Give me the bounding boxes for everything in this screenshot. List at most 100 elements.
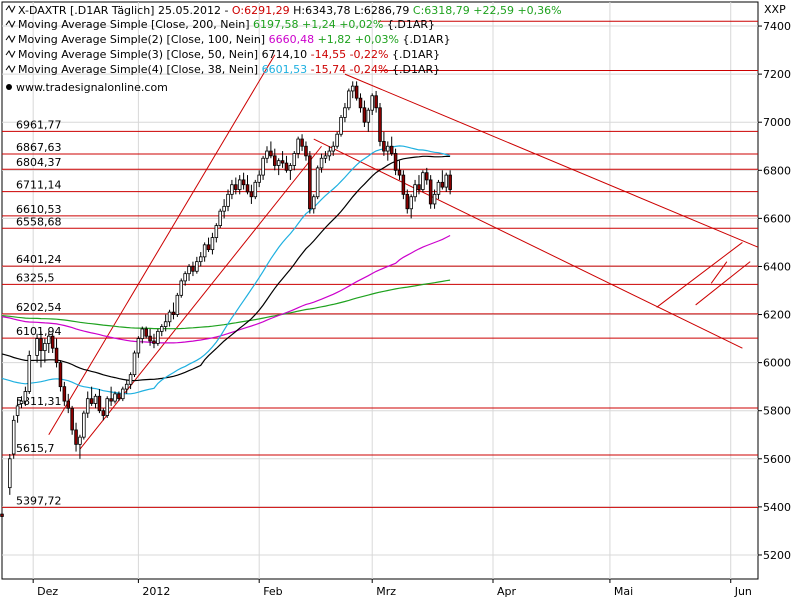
candle-body-102 (405, 193, 410, 210)
ma-line-50 (1, 155, 451, 382)
candle-17 (74, 422, 78, 452)
candle-body-84 (335, 133, 339, 147)
indicator-change-3: -15,74 -0,24% (307, 63, 388, 76)
candle-body-88 (350, 85, 355, 92)
candle-body-112 (444, 174, 449, 188)
candle-6 (27, 350, 32, 394)
candle-80 (319, 153, 324, 173)
candle-68 (273, 148, 277, 171)
candle-83 (331, 141, 336, 156)
candle-99 (393, 148, 398, 176)
candle-body-10 (46, 335, 51, 344)
candle-body-58 (234, 184, 238, 190)
level-label-3: 6711,14 (16, 179, 62, 192)
level-label-2: 6804,37 (16, 156, 62, 169)
moving-averages (1, 145, 451, 395)
indicator-change-1: +1,82 +0,03% (314, 33, 399, 46)
candle-body-23 (97, 395, 102, 412)
candle-body-34 (140, 328, 145, 339)
candle-113 (448, 170, 452, 195)
level-label-8: 6202,54 (16, 301, 62, 314)
y-axis-label: XXP (764, 3, 786, 16)
ma-line-200 (1, 279, 451, 330)
candle-81 (323, 151, 328, 164)
candle-body-9 (43, 342, 47, 352)
candle-body-36 (148, 335, 152, 342)
candle-67 (269, 141, 273, 159)
candle-body-53 (214, 225, 219, 239)
indicator-label-1: Moving Average Simple(2) [Close, 100, Ne… (18, 33, 269, 46)
candle-body-42 (171, 311, 176, 315)
level-label-6: 6401,24 (16, 253, 62, 266)
candle-body-110 (436, 181, 441, 195)
header-high: H:6343,78 (293, 4, 350, 17)
candle-body-44 (179, 280, 184, 296)
indicator-value-2: 6714,10 (262, 48, 308, 61)
candle-9 (43, 338, 47, 363)
candle-102 (405, 189, 410, 214)
candle-body-97 (386, 145, 390, 152)
candle-108 (428, 175, 433, 209)
candle-84 (335, 131, 339, 149)
indicator-change-0: +1,24 +0,02% (299, 18, 384, 31)
axes: XXP 7400 7200 7000 6800 6600 6400 6200 6000 5800 5… (32, 3, 791, 598)
candle-109 (432, 189, 437, 209)
candle-body-94 (374, 95, 378, 109)
candle-65 (261, 155, 265, 180)
candle-15 (66, 393, 71, 414)
candle-body-17 (74, 429, 78, 445)
candle-14 (62, 381, 67, 406)
candle-body-29 (121, 388, 125, 400)
candle-16 (70, 405, 74, 435)
candle-body-33 (136, 338, 141, 354)
candle-body-27 (113, 393, 117, 402)
x-tick-label-5: Mai (614, 585, 633, 598)
candle-22 (93, 393, 98, 409)
candle-body-39 (160, 326, 164, 332)
candle-36 (148, 328, 152, 346)
candle-111 (440, 170, 445, 190)
candle-body-50 (202, 244, 207, 258)
candle-body-68 (273, 155, 277, 166)
candle-46 (187, 264, 191, 281)
candle-89 (354, 81, 359, 101)
candle-body-62 (249, 191, 254, 198)
candle-body-18 (78, 436, 82, 445)
candle-112 (444, 172, 449, 192)
candle-body-92 (366, 109, 371, 123)
candle-79 (315, 165, 320, 200)
candle-101 (401, 170, 406, 200)
candle-82 (327, 146, 332, 161)
candle-body-56 (226, 193, 230, 207)
candle-2 (11, 415, 16, 459)
candle-41 (167, 309, 172, 327)
candle-body-31 (128, 374, 133, 385)
y-tick-label-6: 6200 (763, 309, 791, 322)
candle-100 (397, 160, 402, 180)
candle-body-47 (191, 266, 195, 272)
candle-body-55 (222, 205, 226, 212)
candle-88 (350, 81, 355, 99)
candle-body-109 (432, 193, 437, 205)
candle-38 (156, 328, 160, 346)
candle-21 (89, 386, 94, 406)
candle-18 (78, 434, 82, 459)
level-label-11: 5615,7 (16, 442, 55, 455)
indicator-suffix-1: {.D1AR} (399, 33, 451, 46)
candle-64 (257, 170, 261, 188)
candle-107 (424, 167, 429, 185)
candle-56 (226, 189, 230, 212)
candle-1 (8, 453, 12, 495)
y-tick-label-2: 7000 (763, 116, 791, 129)
candle-90 (358, 93, 363, 113)
indicator-value-1: 6660,48 (269, 33, 315, 46)
indicator-icon-0 (5, 20, 16, 29)
watermark-icon (6, 84, 12, 90)
candle-body-73 (292, 153, 297, 166)
candle-74 (296, 136, 300, 159)
y-tick-label-9: 5600 (763, 453, 791, 466)
y-tick-label-0: 7400 (763, 20, 791, 33)
candle-35 (144, 326, 148, 339)
rebound-channel-lower (695, 261, 751, 306)
